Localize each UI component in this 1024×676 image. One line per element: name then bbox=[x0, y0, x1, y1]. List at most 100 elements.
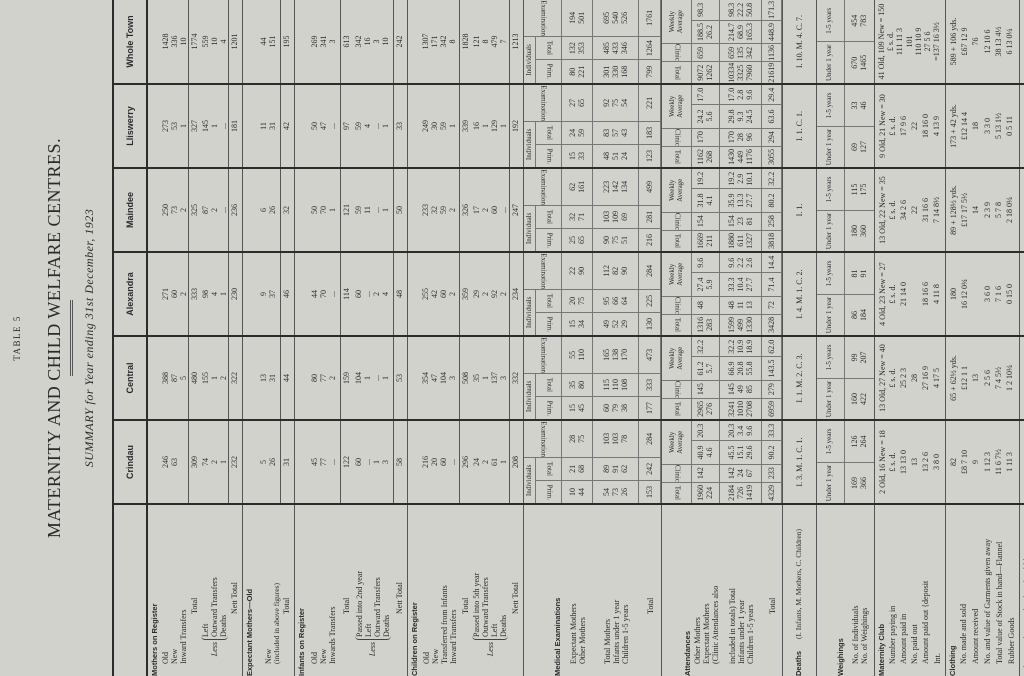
years-1-5-label: 1-5 years bbox=[825, 176, 834, 203]
label-group: Nett Total bbox=[510, 505, 520, 676]
row-label: Deaths bbox=[499, 614, 509, 637]
value-stack: 45 77... 122 60... 1 3 58 bbox=[295, 421, 407, 503]
value: 11 bbox=[258, 122, 268, 130]
section-heading: Mothers on Register bbox=[150, 603, 159, 676]
value-group: 46 bbox=[280, 253, 291, 335]
label-group: Less Left Outward Transfers Deaths bbox=[200, 505, 228, 676]
weekly-average-label: Weekly Average bbox=[668, 10, 684, 34]
section-heading: Infants on Register bbox=[297, 608, 306, 676]
value: 1 11 3 bbox=[1005, 452, 1015, 472]
value: 2.6 bbox=[744, 257, 754, 268]
label-stack: Infants on Register Old New Inwards Transfe… bbox=[295, 505, 407, 676]
value-group: 249 30 59 1 bbox=[420, 85, 457, 167]
weekly-average-label: Weekly Average bbox=[668, 262, 684, 286]
value: 1419 bbox=[744, 484, 754, 501]
row-label: Left bbox=[490, 623, 500, 637]
under-1-header: Under 1 year bbox=[816, 126, 845, 167]
value: 224 bbox=[705, 486, 715, 499]
examination-label: Examination bbox=[539, 253, 548, 289]
cell-mothers: 250 73 2 325 87 2... 236 bbox=[147, 168, 243, 252]
individuals-label: Individuals bbox=[524, 380, 533, 413]
value-stack: 255 42 60 2 359 29 2 92 2 234 bbox=[408, 253, 523, 335]
value: 234 bbox=[511, 288, 520, 300]
years-1-5-label: 1-5 years bbox=[825, 260, 834, 287]
value-stack: 44 70... 114 60... 2 4 48 bbox=[295, 253, 407, 335]
value-group-exam: 103 103 78 bbox=[592, 421, 640, 457]
value: 49 bbox=[602, 319, 612, 328]
value-group: 333 bbox=[188, 253, 199, 335]
value-group-wa_clinic: 32.2 10.9 18.9 bbox=[719, 337, 762, 357]
value: 29.8 bbox=[726, 109, 736, 124]
value-group-exam: 112 82 90 bbox=[592, 253, 640, 289]
value: 246 bbox=[160, 456, 170, 468]
clinic-header: Clinic bbox=[662, 211, 692, 230]
value: 126 bbox=[850, 435, 860, 448]
value-group: 255 42 60 2 bbox=[420, 253, 457, 335]
value: 32 bbox=[430, 206, 440, 214]
value-group: 31 bbox=[280, 421, 291, 503]
value-group: 354 47 104 3 bbox=[420, 337, 457, 419]
value: 2 bbox=[480, 460, 490, 464]
cell-weighings: Under 1 year 1-5 years 160 422 99 207 bbox=[816, 336, 875, 420]
value-group-exam: 284 bbox=[639, 253, 661, 289]
cell-clothing: 82 £8 7 10 9 1 12 3 11 6 7½ 1 11 3 bbox=[945, 420, 1020, 504]
value-group-wa_total: 61.2 5.7 bbox=[692, 356, 720, 380]
value: ... bbox=[327, 291, 337, 297]
value: 6 13 0¼ bbox=[1005, 28, 1015, 55]
individuals-header: Individuals bbox=[524, 204, 536, 251]
value: 5 7 8 bbox=[994, 202, 1004, 218]
value-group: 53 bbox=[393, 337, 404, 419]
value-stack: ...0 14 20 2 50 9 6 bbox=[1020, 169, 1024, 251]
value: 184 bbox=[859, 309, 869, 321]
row-label: No. paid out bbox=[910, 624, 920, 664]
value: 2 bbox=[327, 376, 337, 380]
value: 10.4 bbox=[735, 277, 745, 292]
value: ... bbox=[218, 123, 228, 129]
value: 69 bbox=[620, 212, 630, 221]
examination-header: Examination bbox=[524, 421, 562, 457]
value-group-wa_total: 31.8 4.1 bbox=[692, 188, 720, 212]
value: 59 bbox=[576, 128, 586, 137]
row-note: (included in above figures) bbox=[272, 582, 281, 664]
value-group: 29 2 92 2 bbox=[471, 253, 508, 335]
value-group: 1213 bbox=[509, 0, 520, 83]
value-group: 97 bbox=[339, 85, 351, 167]
value: 10.1 bbox=[744, 171, 754, 186]
value: £ s. d. bbox=[886, 31, 896, 52]
value: 22 bbox=[909, 206, 919, 214]
value: 101 bbox=[904, 35, 914, 48]
years-1-5-header: 1-5 years bbox=[816, 253, 845, 294]
value: 6 bbox=[258, 208, 268, 212]
value: 336 bbox=[169, 35, 179, 48]
value: 322 bbox=[230, 372, 239, 384]
value: 59 bbox=[439, 206, 449, 214]
value: 25 2 3 bbox=[899, 368, 909, 388]
value-group: 613 bbox=[339, 0, 351, 83]
value: 208 bbox=[511, 456, 520, 468]
value: 142 bbox=[611, 180, 621, 193]
weekly-average-label: Weekly Average bbox=[668, 430, 684, 454]
value-group: 230 bbox=[228, 253, 239, 335]
value: 161 bbox=[576, 180, 586, 193]
cell-infants: 44 70... 114 60... 2 4 48 bbox=[294, 252, 408, 336]
attendance-grid: Total Clinic Weekly Average 1669 211 154 31.8 4… bbox=[662, 169, 782, 251]
weekly-average-header: Weekly Average bbox=[662, 169, 692, 212]
value: 1 bbox=[480, 124, 490, 128]
column-header-centre: Whole Town bbox=[113, 0, 147, 84]
row-labels-monies: Other Monies received and paid inPlaygro… bbox=[1019, 504, 1024, 676]
value-group-total: 281 bbox=[639, 204, 661, 228]
value: 175 bbox=[859, 183, 869, 196]
prim-header: Prim. bbox=[536, 311, 562, 335]
value: 5 bbox=[258, 460, 268, 464]
value: 194 bbox=[567, 11, 577, 24]
row-label-header bbox=[113, 504, 147, 676]
value-group-prim: 15 33 bbox=[562, 143, 593, 167]
value: 783 bbox=[859, 14, 869, 27]
value-group: 242 bbox=[393, 0, 404, 83]
value: 1774 bbox=[190, 33, 199, 50]
value: 1 bbox=[218, 292, 228, 296]
value-group: 326 bbox=[458, 169, 470, 251]
value: 13 bbox=[971, 374, 981, 382]
value-group-wa_clinic: 9.6 bbox=[692, 253, 720, 273]
